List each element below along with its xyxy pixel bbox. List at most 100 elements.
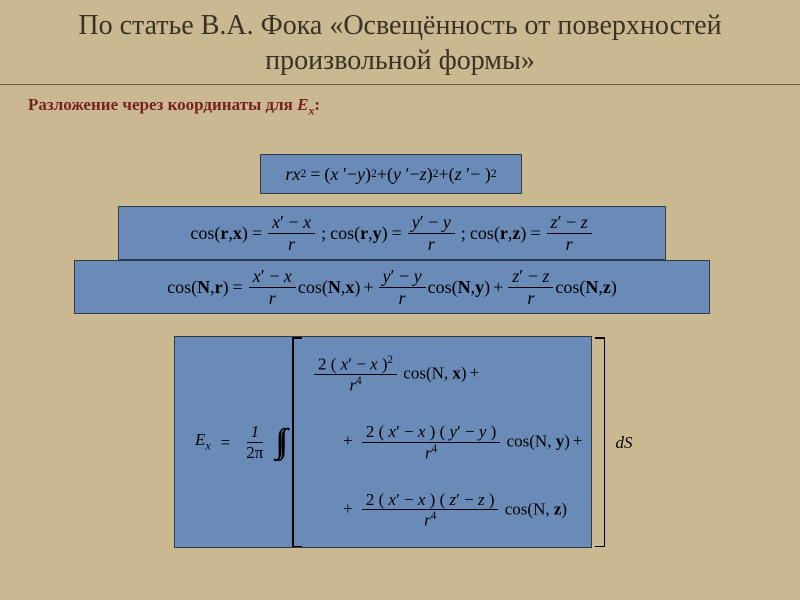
formula-Ex-integral: Ex = 1 2π ∫∫ 2 ( x′ − x )2 r4 cos(N, x)+…	[174, 336, 592, 548]
dS: dS	[615, 434, 632, 451]
minus: −	[409, 165, 419, 183]
frac-y: y′ − y r	[379, 266, 426, 308]
vec-y: y	[475, 278, 484, 296]
f1-t3a: z	[455, 165, 462, 183]
formula-r-squared: rx2 = (x ′ − y)2 + (y ′ − z)2 + (z ′ − )…	[260, 154, 522, 194]
plus: +	[438, 165, 448, 183]
right-bracket	[595, 337, 605, 547]
subheading: Разложение через координаты для Ex:	[0, 85, 800, 124]
frac-y: y′ − y r	[408, 212, 455, 254]
frac-z: z′ − z r	[547, 212, 592, 254]
cos: cos	[555, 278, 579, 296]
frac-term-x: 2 ( x′ − x )2 r4	[314, 354, 397, 395]
frac-z: z′ − z r	[508, 266, 553, 308]
subhead-suffix: :	[314, 95, 320, 114]
pow4: 4	[431, 510, 437, 522]
cos: cos	[505, 499, 528, 518]
vec-r: r	[360, 224, 368, 242]
semicolon: ;	[321, 224, 326, 242]
cos: cos	[190, 224, 214, 242]
slide-title: По статье В.А. Фока «Освещённость от пов…	[40, 8, 760, 78]
cos: cos	[330, 224, 354, 242]
var-z: z	[478, 490, 485, 509]
var-x: x	[389, 490, 397, 509]
f1-t1a: x	[330, 165, 338, 183]
vec-x: x	[345, 278, 354, 296]
rparen: )	[242, 224, 248, 242]
f1-x: x	[292, 165, 300, 183]
N: N	[533, 499, 545, 518]
sub-x: x	[205, 439, 210, 453]
den-r: r	[265, 288, 280, 309]
equals: =	[310, 165, 320, 183]
cos: cos	[167, 278, 191, 296]
formula-cos-N-r: cos(N, r) = x′ − x r cos(N, x) + y′ − y …	[74, 260, 710, 314]
plus: +	[377, 165, 387, 183]
den-r: r	[284, 234, 299, 255]
num-b: z	[581, 212, 588, 232]
pow4: 4	[356, 375, 362, 387]
N: N	[535, 431, 547, 450]
cos: cos	[507, 431, 530, 450]
subhead-prefix: Разложение через координаты для	[28, 95, 297, 114]
pow4: 4	[432, 443, 438, 455]
var-x: x	[389, 422, 397, 441]
num-a: x	[272, 212, 280, 232]
den-r: r	[562, 234, 577, 255]
E: E	[195, 430, 205, 449]
frac-term-z: 2 ( x′ − x ) ( z′ − z ) r4	[362, 490, 499, 531]
vec-N: N	[197, 278, 210, 296]
var-y: y	[450, 422, 458, 441]
vec-y: y	[373, 224, 382, 242]
num-b: y	[443, 212, 451, 232]
sup-2: 2	[300, 168, 306, 180]
num-a: y	[383, 266, 391, 286]
f1-t2a: y	[393, 165, 401, 183]
left-bracket	[292, 337, 302, 547]
cos: cos	[470, 224, 494, 242]
num-a: x	[253, 266, 261, 286]
frac-1-2pi: 1 2π	[242, 422, 267, 462]
r: r	[425, 443, 432, 462]
num-a: y	[412, 212, 420, 232]
frac-x: x′ − x r	[268, 212, 315, 254]
formula-direction-cosines: cos(r, x) = x′ − x r ; cos(r, y) = y′ − …	[118, 206, 666, 260]
twopi: 2π	[242, 443, 267, 463]
vec-N: N	[328, 278, 341, 296]
minus: −	[347, 165, 357, 183]
integrand-lines: 2 ( x′ − x )2 r4 cos(N, x)+ + 2 ( x′ − x…	[308, 337, 589, 547]
vec-r: r	[220, 224, 228, 242]
vec-z: z	[603, 278, 611, 296]
vec-z: z	[512, 224, 520, 242]
double-integral-icon: ∫∫	[275, 425, 282, 459]
num-b: x	[284, 266, 292, 286]
frac-term-y: 2 ( x′ − x ) ( y′ − y ) r4	[362, 422, 500, 463]
two: 2	[318, 354, 327, 373]
num-b: z	[542, 266, 549, 286]
f1-t2b: z	[420, 165, 427, 183]
vec-x: x	[233, 224, 242, 242]
num-a: z	[551, 212, 558, 232]
vec-y: y	[556, 431, 565, 450]
sup-2: 2	[491, 168, 497, 180]
integrand-row-3: + 2 ( x′ − x ) ( z′ − z ) r4 cos(N, z)	[312, 490, 585, 531]
var-x: x	[370, 354, 378, 373]
vec-r: r	[500, 224, 508, 242]
subhead-E: E	[297, 95, 308, 114]
den-r: r	[395, 288, 410, 309]
den-r: r	[424, 234, 439, 255]
cos: cos	[428, 278, 452, 296]
integrand-row-1: 2 ( x′ − x )2 r4 cos(N, x)+	[312, 354, 585, 395]
cos: cos	[298, 278, 322, 296]
num-b: x	[303, 212, 311, 232]
integrand-row-2: + 2 ( x′ − x ) ( y′ − y ) r4 cos(N, y)+	[312, 422, 585, 463]
one: 1	[247, 422, 264, 443]
den-r: r	[523, 288, 538, 309]
cos: cos	[403, 363, 426, 382]
minus: −	[470, 165, 480, 183]
num-b: y	[414, 266, 422, 286]
vec-x: x	[452, 363, 461, 382]
equals: =	[252, 224, 262, 242]
title-container: По статье В.А. Фока «Освещённость от пов…	[0, 0, 800, 85]
vec-N: N	[585, 278, 598, 296]
